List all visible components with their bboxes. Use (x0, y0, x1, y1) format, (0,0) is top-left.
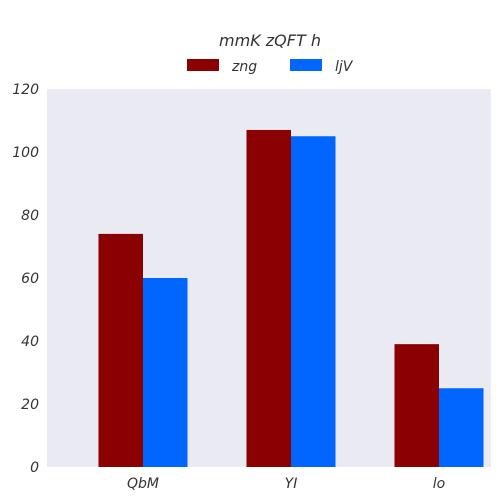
y-tick-label: 20 (21, 397, 39, 413)
chart-title: mmK zQFT h (219, 31, 321, 50)
legend-swatch-zng (187, 59, 219, 71)
x-tick-label: YI (285, 476, 298, 492)
bar-ljV-lo (439, 388, 484, 467)
y-tick-label: 0 (30, 460, 39, 476)
bar-zng-lo (394, 344, 439, 467)
bars (98, 129, 484, 467)
bar-ljV-YI (291, 136, 336, 467)
y-tick-label: 80 (21, 208, 39, 224)
y-tick-label: 60 (21, 271, 39, 287)
y-axis-ticks: 0 20 40 60 80 100 120 (12, 82, 39, 476)
x-axis-ticks: QbM YI lo (127, 476, 445, 492)
bar-zng-QbM (98, 233, 143, 467)
y-tick-label: 100 (12, 145, 39, 161)
legend: zng ljV (187, 59, 354, 75)
x-tick-label: lo (433, 476, 445, 492)
bar-ljV-QbM (143, 278, 188, 467)
legend-label-ljv: ljV (335, 59, 354, 75)
x-tick-label: QbM (127, 476, 159, 492)
legend-label-zng: zng (231, 59, 257, 75)
y-tick-label: 40 (21, 334, 39, 350)
legend-swatch-ljv (290, 59, 322, 71)
bar-zng-YI (246, 129, 291, 467)
y-tick-label: 120 (12, 82, 39, 98)
